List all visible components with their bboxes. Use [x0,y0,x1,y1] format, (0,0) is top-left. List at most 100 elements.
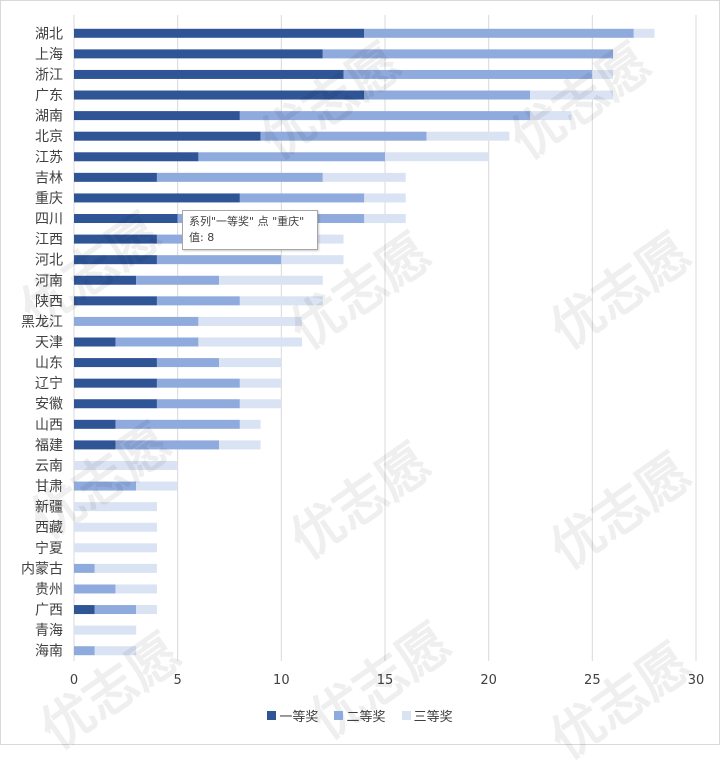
bar-segment[interactable] [364,193,406,203]
bar-segment[interactable] [74,49,323,59]
bar-segment[interactable] [74,419,116,429]
bar-segment[interactable] [74,337,116,347]
bar-segment[interactable] [530,90,614,100]
bar-segment[interactable] [239,296,323,306]
category-label: 甘肃 [35,479,63,495]
bar-segment[interactable] [74,605,95,615]
bar-segment[interactable] [115,337,199,347]
bar-segment[interactable] [94,563,157,573]
category-label: 天津 [35,335,63,351]
legend-item-first-prize: 一等奖 [267,706,318,725]
bar-segment[interactable] [74,378,157,388]
x-tick-label: 20 [480,673,497,688]
bar-segment[interactable] [364,28,634,38]
bar-segment[interactable] [115,440,220,450]
bar-segment[interactable] [74,440,116,450]
bar-segment[interactable] [239,399,282,409]
category-label: 西藏 [35,520,63,536]
bar-segment[interactable] [136,481,178,491]
bar-segment[interactable] [385,152,489,162]
category-label: 吉林 [35,170,63,186]
bar-segment[interactable] [74,543,157,553]
bar-segment[interactable] [74,90,365,100]
category-label: 河南 [35,273,63,289]
bar-segment[interactable] [74,69,344,79]
bar-segment[interactable] [74,296,157,306]
bar-segment[interactable] [239,378,282,388]
bar-segment[interactable] [364,214,406,224]
bar-segment[interactable] [74,358,157,368]
bar-segment[interactable] [156,399,240,409]
bar-segment[interactable] [239,193,365,203]
bar-segment[interactable] [198,316,303,326]
bar-segment[interactable] [156,358,220,368]
legend-swatch-second-prize [334,711,344,720]
category-label: 福建 [35,438,63,454]
bar-segment[interactable] [74,460,178,470]
category-label: 江苏 [35,150,63,166]
bar-segment[interactable] [74,193,240,203]
bar-segment[interactable] [219,275,323,285]
bar-segment[interactable] [343,69,593,79]
bar-segment[interactable] [426,131,510,141]
category-label: 宁夏 [35,540,63,557]
category-label: 湖北 [35,26,63,42]
bar-segment[interactable] [74,111,240,121]
bar-segment[interactable] [198,337,303,347]
category-label: 河北 [35,253,63,269]
category-label: 陕西 [35,294,63,310]
bar-segment[interactable] [74,584,116,594]
category-label: 浙江 [35,67,63,83]
tooltip-value: 值: 8 [189,231,215,244]
bar-segment[interactable] [74,152,199,162]
bar-segment[interactable] [94,646,137,656]
bar-segment[interactable] [592,69,614,79]
category-label: 新疆 [35,500,63,516]
bar-segment[interactable] [74,625,137,635]
x-tick-label: 10 [273,673,290,688]
bar-segment[interactable] [74,316,199,326]
bar-segment[interactable] [74,275,137,285]
bar-segment[interactable] [156,172,323,182]
legend-label-second-prize: 二等奖 [346,710,386,725]
bar-segment[interactable] [156,378,240,388]
category-label: 内蒙古 [21,561,63,577]
bar-segment[interactable] [219,358,282,368]
bar-segment[interactable] [364,90,531,100]
bar-segment[interactable] [156,255,282,265]
bar-segment[interactable] [219,440,261,450]
x-tick-label: 25 [584,673,601,688]
legend-swatch-third-prize [401,711,411,720]
bar-segment[interactable] [156,296,240,306]
category-label: 广东 [35,88,63,104]
bar-segment[interactable] [74,131,261,141]
bar-segment[interactable] [322,49,614,59]
bar-segment[interactable] [74,399,157,409]
bar-segment[interactable] [74,522,157,532]
bar-segment[interactable] [74,563,95,573]
x-tick-labels: 0 5 10 15 20 25 30 [70,673,704,688]
bar-segment[interactable] [115,419,240,429]
bar-segment[interactable] [74,234,157,244]
bar-segment[interactable] [94,605,137,615]
bar-segment[interactable] [74,255,157,265]
bar-segment[interactable] [281,255,344,265]
bar-segment[interactable] [74,214,178,224]
bar-segment[interactable] [239,111,531,121]
bar-segment[interactable] [530,111,572,121]
bar-segment[interactable] [260,131,427,141]
data-tooltip: 系列"一等奖" 点 "重庆" 值: 8 [182,210,318,250]
bar-segment[interactable] [74,481,137,491]
category-label: 青海 [35,623,63,639]
bar-segment[interactable] [136,605,157,615]
bar-segment[interactable] [239,419,261,429]
bar-segment[interactable] [74,172,157,182]
bar-segment[interactable] [74,28,365,38]
bar-segment[interactable] [74,502,157,512]
bar-segment[interactable] [115,584,157,594]
bar-segment[interactable] [74,646,95,656]
bar-segment[interactable] [136,275,220,285]
bar-segment[interactable] [633,28,655,38]
bar-segment[interactable] [198,152,385,162]
bar-segment[interactable] [322,172,406,182]
